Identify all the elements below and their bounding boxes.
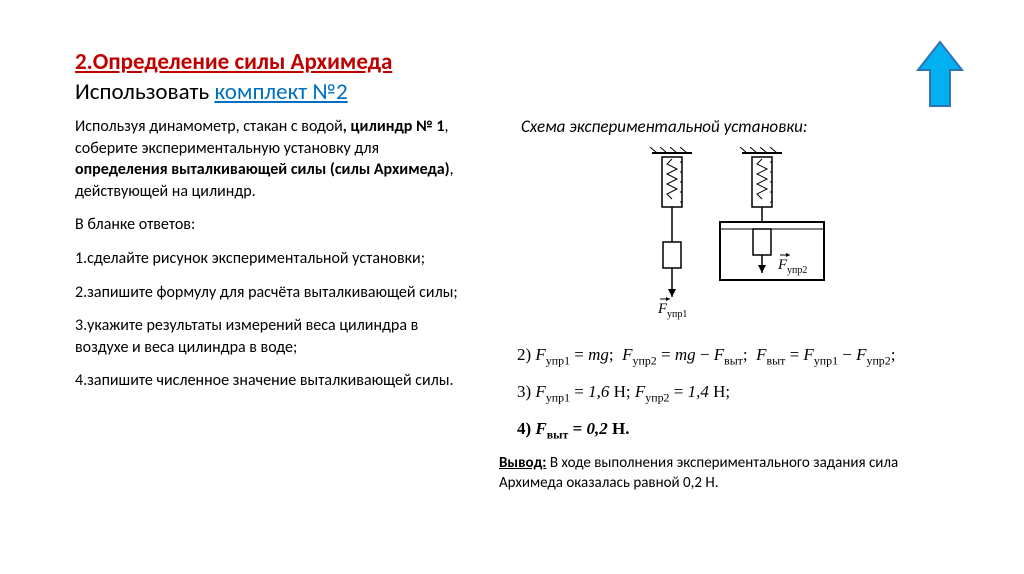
sub-upr1: упр1 [546, 353, 570, 367]
sub-vyt: выт [724, 353, 743, 367]
unit1: H [614, 382, 626, 401]
page-title: 2.Определение силы Архимеда [75, 48, 954, 76]
result-val: 0,2 [587, 419, 608, 438]
item-2: 2.запишите формулу для расчёта выталкива… [75, 282, 475, 304]
subtitle-prefix: Использовать [75, 78, 214, 106]
sub-upr1b: упр1 [814, 353, 838, 367]
sub-vyt3: выт [547, 427, 569, 441]
up-arrow-icon [916, 40, 964, 113]
sub-upr1c: упр1 [546, 390, 570, 404]
intro-b: цилиндр № 1 [351, 117, 445, 136]
subtitle: Использовать комплект №2 [75, 78, 954, 106]
instructions-column: Используя динамометр, стакан с водой, ци… [75, 116, 475, 493]
formulas: 2) Fупр1 = mg; Fупр2 = mg − Fвыт; Fвыт =… [499, 339, 954, 446]
sub-vyt2: выт [767, 353, 786, 367]
intro-d: определения выталкивающей силы (силы Арх… [75, 160, 450, 179]
scheme-title: Схема экспериментальной установки: [499, 116, 954, 137]
intro-paragraph: Используя динамометр, стакан с водой, ци… [75, 116, 475, 202]
results-column: Схема экспериментальной установки: [499, 116, 954, 493]
val1: 1,6 [588, 382, 609, 401]
intro-a: Используя динамометр, стакан с водой [75, 117, 343, 136]
formula-4: 4) Fвыт = 0,2 H. [499, 413, 954, 446]
unit3: H [612, 419, 625, 438]
val2: 1,4 [688, 382, 709, 401]
item-3: 3.укажите результаты измерений веса цили… [75, 315, 475, 358]
svg-text:упр1: упр1 [667, 309, 687, 320]
conclusion-label: Вывод: [499, 454, 546, 472]
num-2: 2) [517, 345, 535, 364]
conclusion-text: В ходе выполнения экспериментального зад… [499, 454, 898, 492]
svg-text:упр2: упр2 [787, 265, 807, 276]
experiment-diagram: F упр1 [499, 147, 954, 327]
conclusion: Вывод: В ходе выполнения экспериментальн… [499, 454, 954, 493]
item-4: 4.запишите численное значение выталкиваю… [75, 370, 475, 392]
kit-link[interactable]: комплект №2 [214, 78, 347, 106]
formula-3: 3) Fупр1 = 1,6 H; Fупр2 = 1,4 H; [499, 376, 954, 409]
sub-upr2: упр2 [633, 353, 657, 367]
unit2: H [713, 382, 725, 401]
sub-upr2c: упр2 [645, 390, 669, 404]
blank-label: В бланке ответов: [75, 214, 475, 236]
formula-2: 2) Fупр1 = mg; Fупр2 = mg − Fвыт; Fвыт =… [499, 339, 954, 372]
item-1: 1.сделайте рисунок экспериментальной уст… [75, 248, 475, 270]
num-4: 4) [517, 419, 535, 438]
num-3: 3) [517, 382, 535, 401]
sub-upr2b: упр2 [867, 353, 891, 367]
